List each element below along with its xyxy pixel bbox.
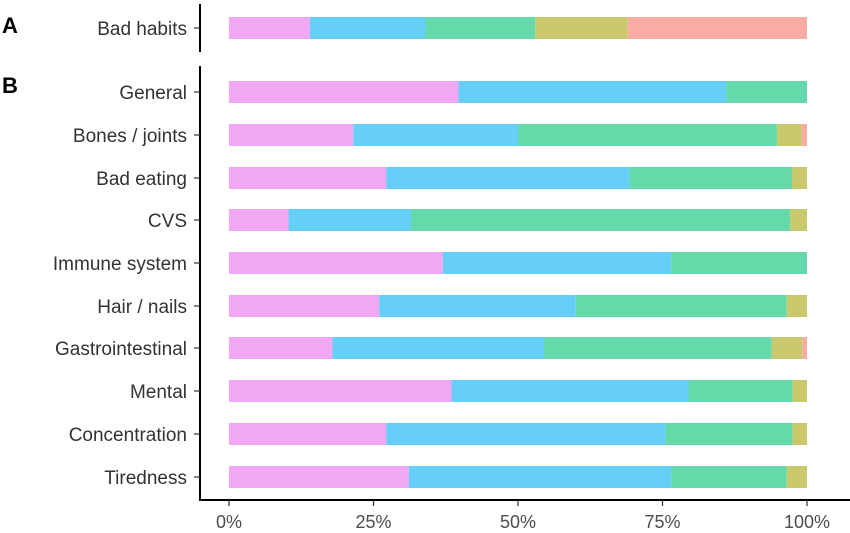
bar-segment-cvs-3 <box>411 209 791 231</box>
category-label-general: General <box>119 83 187 104</box>
bar-segment-bones-joints-1 <box>229 124 354 146</box>
category-label-gastrointestinal: Gastrointestinal <box>55 339 187 360</box>
bar-segment-mental-1 <box>229 380 452 402</box>
bar-segment-gastrointestinal-4 <box>771 337 803 359</box>
bar-segment-cvs-2 <box>288 209 412 231</box>
category-label-concentration: Concentration <box>69 425 187 446</box>
bar-segment-tiredness-3 <box>671 466 787 488</box>
bar-segment-mental-2 <box>451 380 689 402</box>
category-label-bones-joints: Bones / joints <box>73 126 187 147</box>
bar-segment-gastrointestinal-2 <box>332 337 545 359</box>
panel-b: B General Bones / joints Bad eating CVS Immun… <box>2 66 850 532</box>
bar-segment-general-3 <box>726 81 807 103</box>
bar-segment-bad-eating-3 <box>629 167 792 189</box>
panel-label: A <box>2 13 18 38</box>
bar-segment-tiredness-2 <box>408 466 672 488</box>
bar-segment-bad-habits-4 <box>535 17 628 39</box>
x-tick-label: 50% <box>500 512 536 532</box>
bar-segment-bad-eating-2 <box>386 167 630 189</box>
bar-segment-bones-joints-4 <box>776 124 802 146</box>
bar-segment-general-1 <box>229 81 459 103</box>
category-label-bad-eating: Bad eating <box>96 169 187 190</box>
bar-segment-tiredness-4 <box>786 466 807 488</box>
bar-segment-bad-eating-4 <box>791 167 807 189</box>
category-label-mental: Mental <box>130 382 187 403</box>
bar-segment-immune-system-1 <box>229 252 443 274</box>
category-label-tiredness: Tiredness <box>104 468 187 489</box>
bar-segment-bad-habits-2 <box>309 17 426 39</box>
bar-segment-bad-eating-1 <box>229 167 387 189</box>
category-label-bad-habits: Bad habits <box>97 19 187 40</box>
bar-segment-hair-nails-1 <box>229 295 380 317</box>
category-label-hair-nails: Hair / nails <box>97 297 187 318</box>
bar-segment-concentration-3 <box>665 423 793 445</box>
bar-segment-bones-joints-3 <box>518 124 777 146</box>
bar-segment-general-2 <box>458 81 727 103</box>
x-tick-label: 25% <box>355 512 391 532</box>
bar-segment-bones-joints-5 <box>801 124 807 146</box>
bar-segment-gastrointestinal-3 <box>544 337 772 359</box>
bar-segment-cvs-1 <box>229 209 289 231</box>
bar-segment-concentration-4 <box>792 423 807 445</box>
bar-segment-immune-system-3 <box>671 252 807 274</box>
x-tick-label: 75% <box>644 512 680 532</box>
panel-label: B <box>2 73 18 98</box>
bar-segment-hair-nails-3 <box>575 295 787 317</box>
bar-segment-concentration-2 <box>386 423 666 445</box>
x-tick-label: 0% <box>216 512 242 532</box>
bar-segment-hair-nails-2 <box>379 295 576 317</box>
bar-segment-gastrointestinal-5 <box>802 337 807 359</box>
bar-segment-bad-habits-3 <box>425 17 536 39</box>
panel-a: A Bad habits <box>2 4 807 52</box>
bar-segment-concentration-1 <box>229 423 387 445</box>
bar-segment-bones-joints-2 <box>353 124 518 146</box>
bar-segment-hair-nails-4 <box>786 295 807 317</box>
bar-segment-mental-3 <box>688 380 793 402</box>
bar-segment-cvs-4 <box>790 209 807 231</box>
bar-segment-mental-4 <box>792 380 807 402</box>
category-label-cvs: CVS <box>148 211 187 232</box>
bar-segment-immune-system-2 <box>442 252 672 274</box>
bar-segment-bad-habits-1 <box>229 17 310 39</box>
bar-segment-bad-habits-5 <box>627 17 807 39</box>
bar-segment-tiredness-1 <box>229 466 409 488</box>
x-tick-label: 100% <box>784 512 830 532</box>
bar-segment-gastrointestinal-1 <box>229 337 333 359</box>
category-label-immune-system: Immune system <box>53 254 187 275</box>
